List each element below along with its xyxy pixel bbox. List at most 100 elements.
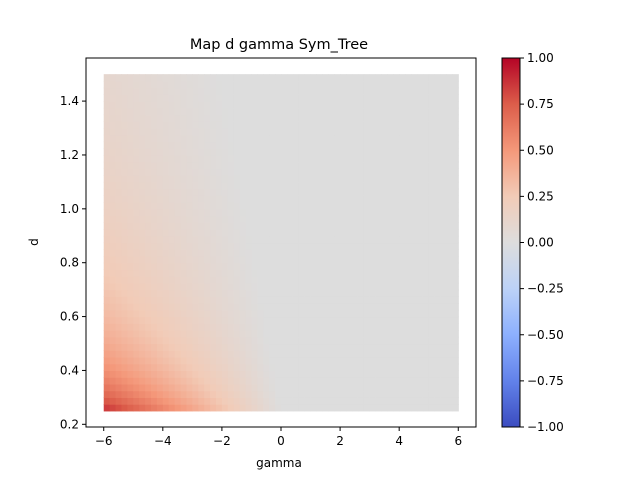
heat-cell	[103, 80, 111, 89]
heat-cell	[328, 181, 335, 190]
heat-cell	[257, 101, 264, 109]
heat-cell	[257, 94, 264, 102]
colorbar-tick-label: 0.00	[527, 236, 554, 250]
heat-cell	[434, 215, 442, 223]
heat-cell	[239, 316, 247, 324]
heat-cell	[411, 330, 418, 338]
heat-cell	[387, 255, 394, 264]
heat-cell	[387, 390, 394, 398]
heat-cell	[168, 181, 176, 190]
heat-cell	[281, 377, 288, 385]
heat-cell	[405, 269, 412, 277]
heat-cell	[399, 377, 406, 385]
heat-cell	[346, 229, 353, 237]
heat-cell	[210, 343, 217, 351]
heat-cell	[275, 350, 282, 358]
heat-cell	[328, 316, 335, 324]
heat-cell	[133, 309, 140, 318]
heat-cell	[351, 289, 359, 297]
heat-cell	[411, 255, 418, 264]
heat-cell	[168, 114, 176, 122]
heat-cell	[375, 343, 383, 351]
heat-cell	[316, 208, 323, 217]
heat-cell	[452, 262, 459, 271]
heat-cell	[145, 134, 152, 143]
heat-cell	[204, 383, 211, 392]
heat-cell	[162, 262, 170, 271]
heat-cell	[328, 350, 335, 358]
heat-cell	[357, 242, 365, 250]
heat-cell	[121, 141, 128, 149]
heat-cell	[174, 235, 182, 244]
heat-cell	[440, 114, 448, 122]
heat-cell	[328, 303, 335, 311]
heat-cell	[251, 74, 258, 82]
heat-cell	[269, 181, 276, 190]
heat-cell	[452, 336, 459, 345]
heat-cell	[145, 114, 152, 122]
heat-cell	[405, 343, 412, 351]
heat-cell	[310, 202, 318, 210]
heat-cell	[405, 94, 412, 102]
heat-cell	[452, 74, 459, 82]
heat-cell	[192, 195, 199, 203]
heat-cell	[233, 330, 241, 338]
heat-cell	[103, 87, 111, 95]
heat-cell	[204, 404, 211, 412]
heat-cell	[121, 356, 128, 365]
heat-cell	[298, 330, 306, 338]
heat-cell	[328, 363, 335, 372]
heat-cell	[239, 282, 247, 291]
heat-cell	[416, 242, 424, 250]
heat-cell	[440, 107, 448, 116]
heat-cell	[263, 404, 270, 412]
heat-cell	[257, 188, 264, 196]
heat-cell	[334, 161, 341, 170]
heat-cell	[363, 134, 371, 143]
heat-cell	[298, 356, 306, 365]
heat-cell	[233, 101, 241, 109]
heat-cell	[257, 161, 264, 170]
heat-cell	[393, 121, 400, 129]
heat-cell	[375, 249, 383, 257]
heat-cell	[422, 161, 430, 170]
heat-cell	[387, 269, 394, 277]
heat-cell	[139, 134, 146, 143]
heat-cell	[387, 202, 394, 210]
heat-cell	[227, 289, 235, 297]
heat-cell	[269, 141, 276, 149]
heat-cell	[121, 323, 128, 331]
heat-cell	[310, 316, 318, 324]
heat-cell	[257, 404, 264, 412]
heat-cell	[428, 114, 436, 122]
heat-cell	[310, 377, 318, 385]
heat-cell	[168, 80, 176, 89]
heat-cell	[357, 161, 365, 170]
heat-cell	[346, 242, 353, 250]
heat-cell	[269, 222, 276, 230]
heat-cell	[174, 316, 182, 324]
heat-cell	[204, 336, 211, 345]
heat-cell	[156, 390, 164, 398]
heat-cell	[245, 289, 253, 297]
heat-cell	[452, 390, 459, 398]
heat-cell	[393, 397, 400, 405]
heat-cell	[405, 101, 412, 109]
heat-cell	[204, 188, 211, 196]
heat-cell	[411, 289, 418, 297]
heat-cell	[121, 316, 128, 324]
heat-cell	[245, 121, 253, 129]
heat-cell	[139, 316, 146, 324]
heat-cell	[139, 74, 146, 82]
heat-cell	[440, 356, 448, 365]
heat-cell	[298, 383, 306, 392]
heat-cell	[416, 249, 424, 257]
heat-cell	[334, 242, 341, 250]
heat-cell	[434, 94, 442, 102]
heat-cell	[115, 350, 123, 358]
heat-cell	[221, 370, 229, 378]
heat-cell	[204, 249, 211, 257]
heat-cell	[304, 363, 312, 372]
heat-cell	[405, 175, 412, 183]
heat-cell	[292, 303, 300, 311]
